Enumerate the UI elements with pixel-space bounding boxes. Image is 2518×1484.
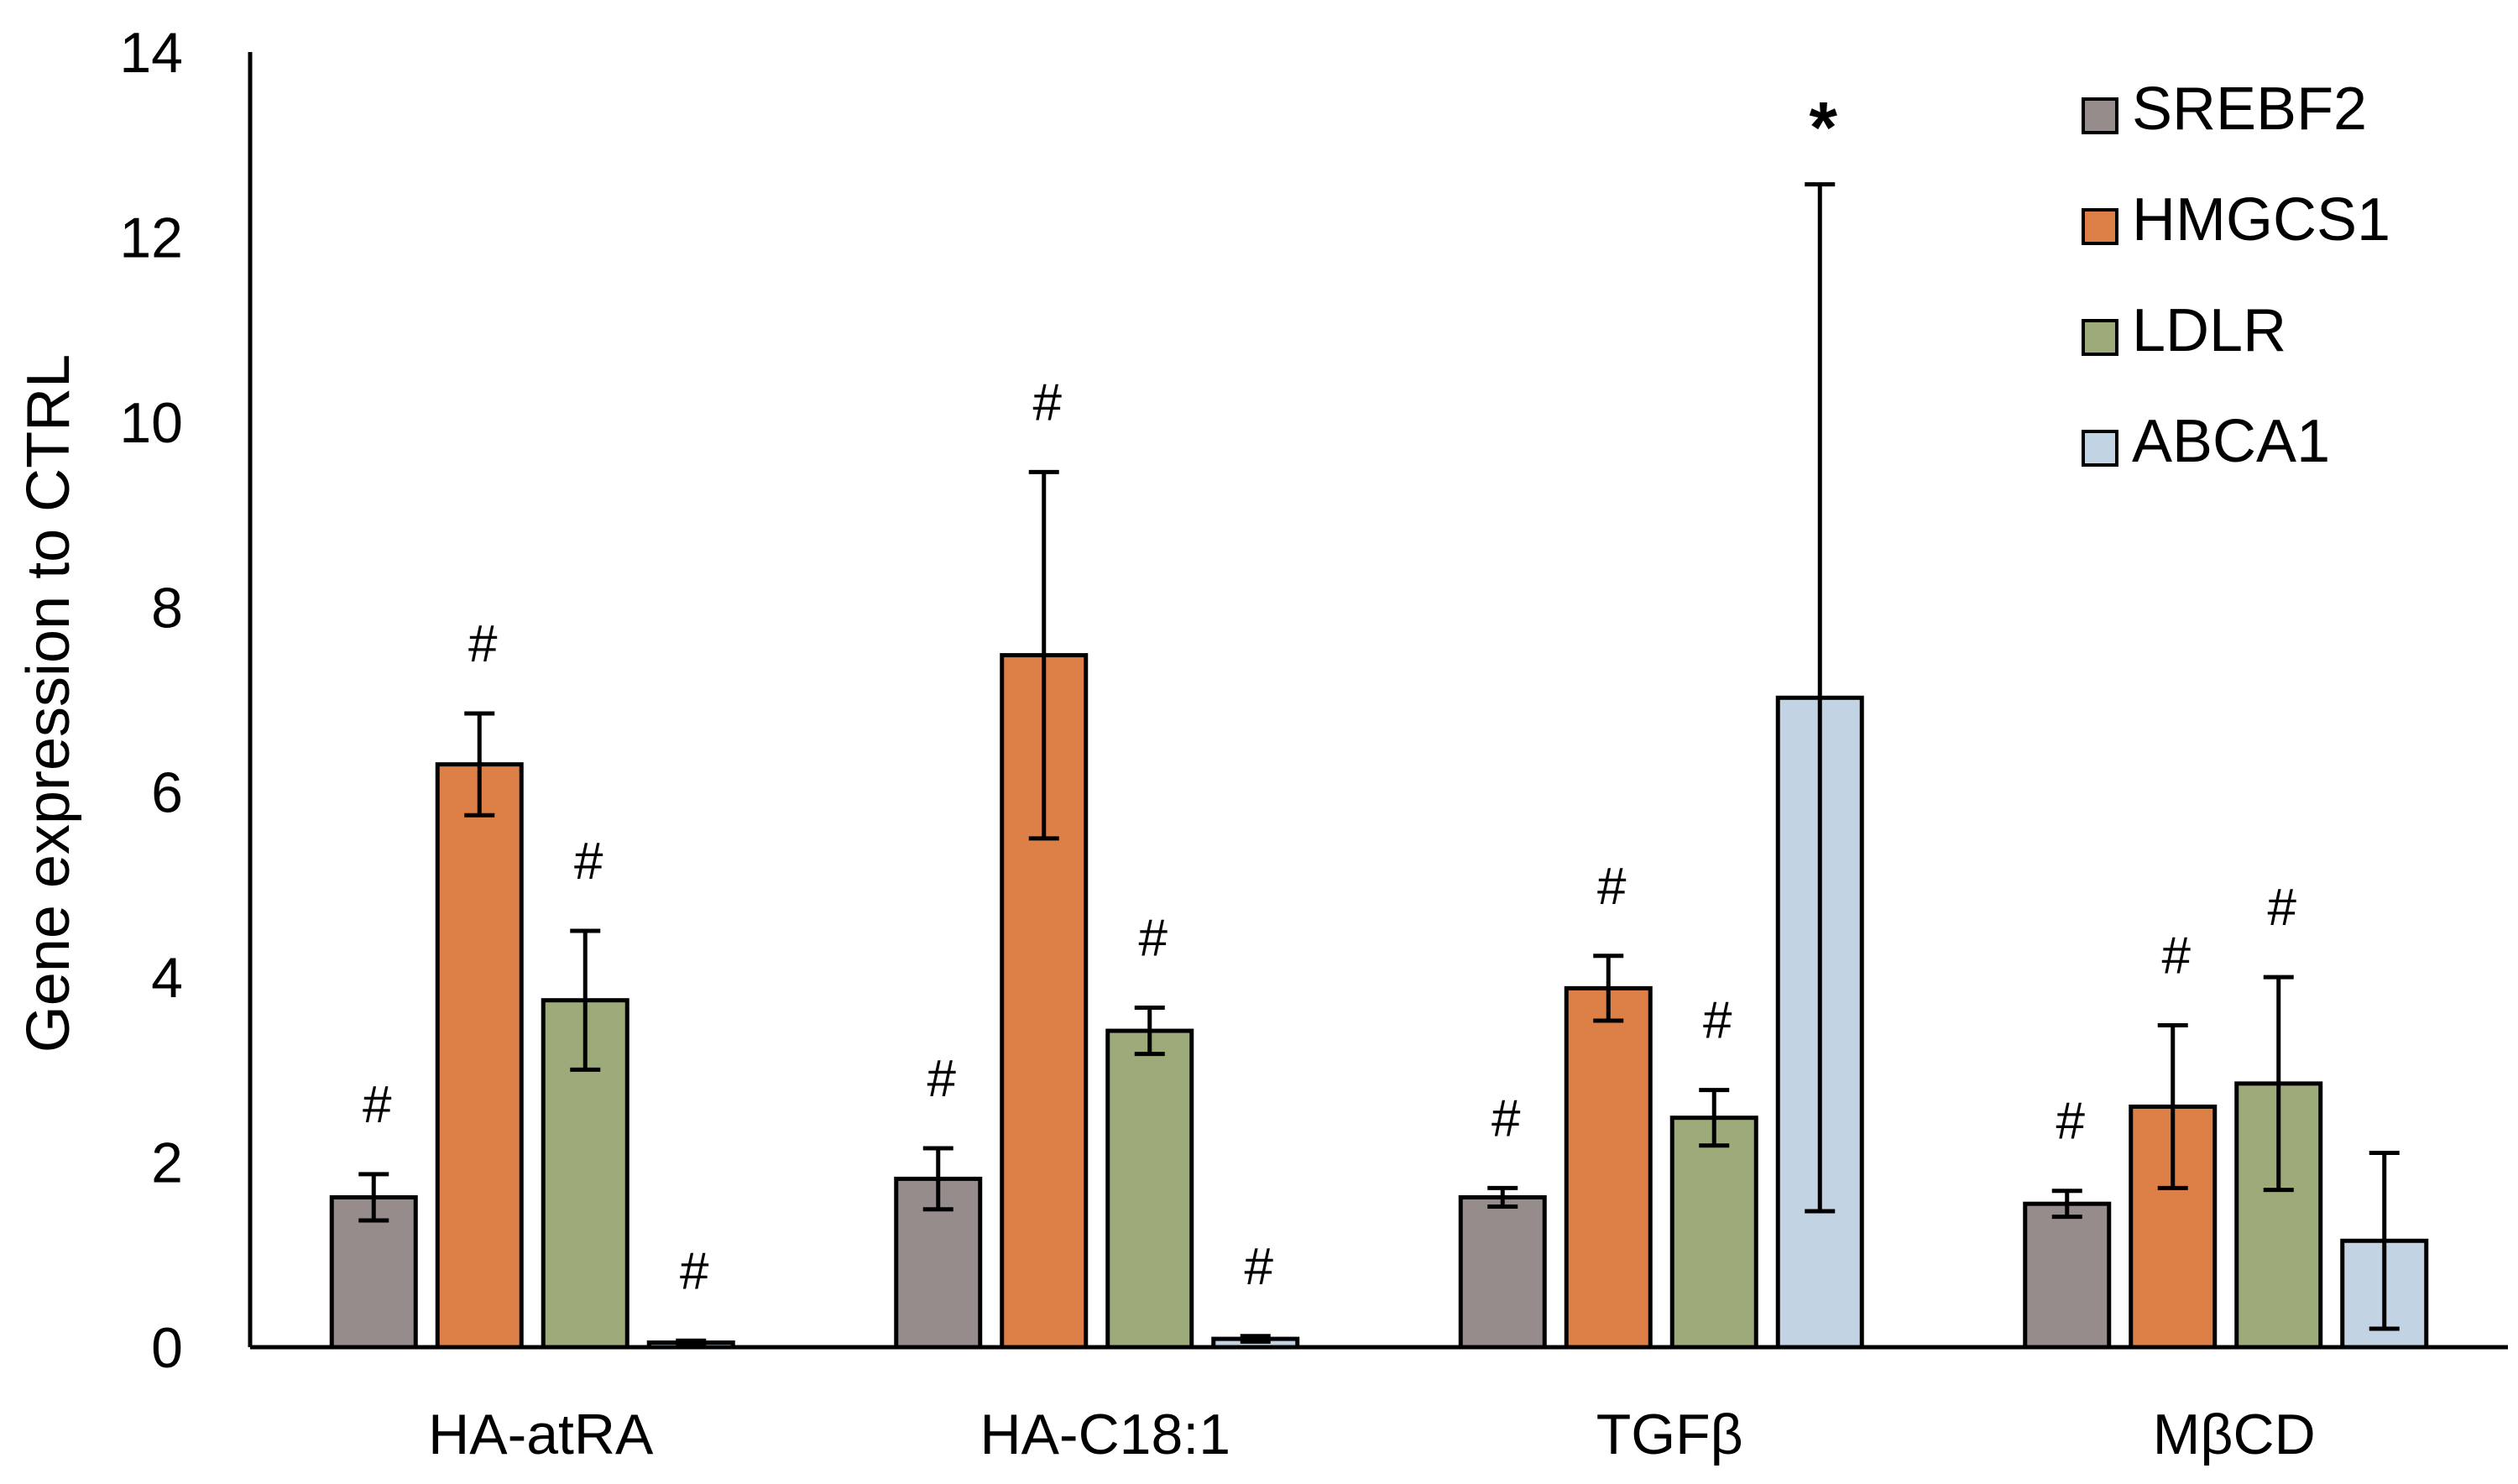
significance-hash: #	[468, 615, 498, 673]
bar-srebf2-3	[2023, 1201, 2112, 1350]
significance-hash: #	[574, 833, 603, 891]
bar-series	[329, 653, 2429, 1350]
x-category-label: TGFβ	[1596, 1403, 1743, 1466]
legend: SREBF2 HMGCS1 LDLR ABCA1	[2082, 76, 2390, 475]
significance-hash: #	[1597, 858, 1627, 916]
bar-srebf2-2	[1458, 1194, 1547, 1350]
bar-ldlr-2	[1669, 1116, 1758, 1350]
y-tick-label: 0	[151, 1316, 183, 1380]
y-tick-label: 14	[119, 21, 183, 85]
x-category-label: HA-C18:1	[980, 1403, 1230, 1466]
legend-label-abca1: ABCA1	[2132, 408, 2330, 475]
significance-hash: #	[363, 1076, 392, 1134]
legend-swatch-abca1	[2082, 430, 2118, 467]
significance-marks: # # # # # # # # # # # * # # #	[363, 88, 2297, 1301]
significance-star: *	[1810, 88, 1838, 169]
y-tick-label: 8	[151, 576, 183, 640]
y-axis-title: Gene expression to CTRL	[15, 354, 82, 1053]
bar-ldlr-1	[1105, 1028, 1194, 1350]
legend-swatch-hmgcs1	[2082, 208, 2118, 245]
significance-hash: #	[927, 1050, 957, 1108]
x-category-label: MβCD	[2153, 1403, 2316, 1466]
y-tick-label: 10	[119, 391, 183, 455]
significance-hash: #	[680, 1242, 709, 1300]
legend-swatch-ldlr	[2082, 319, 2118, 356]
significance-hash: #	[2056, 1093, 2086, 1151]
significance-hash: #	[1033, 374, 1063, 431]
bar-hmgcs1-2	[1564, 985, 1653, 1350]
x-category-label: HA-atRA	[428, 1403, 654, 1466]
bar-hmgcs1-0	[435, 762, 524, 1350]
y-tick-label: 6	[151, 761, 183, 825]
significance-hash: #	[1139, 910, 1168, 968]
legend-label-ldlr: LDLR	[2132, 297, 2286, 364]
significance-hash: #	[2268, 879, 2297, 937]
y-tick-label: 2	[151, 1131, 183, 1195]
y-tick-labels: 0 2 4 6 8 10 12 14	[119, 21, 183, 1380]
significance-hash: #	[2162, 927, 2191, 985]
y-tick-label: 12	[119, 206, 183, 269]
legend-label-srebf2: SREBF2	[2132, 76, 2367, 143]
significance-hash: #	[1245, 1238, 1274, 1296]
legend-label-hmgcs1: HMGCS1	[2132, 186, 2390, 253]
y-tick-label: 4	[151, 946, 183, 1010]
significance-hash: #	[1491, 1089, 1521, 1147]
significance-hash: #	[1703, 992, 1732, 1050]
legend-swatch-srebf2	[2082, 97, 2118, 134]
x-category-labels: HA-atRA HA-C18:1 TGFβ MβCD	[428, 1403, 2316, 1466]
error-bars	[358, 182, 2400, 1347]
